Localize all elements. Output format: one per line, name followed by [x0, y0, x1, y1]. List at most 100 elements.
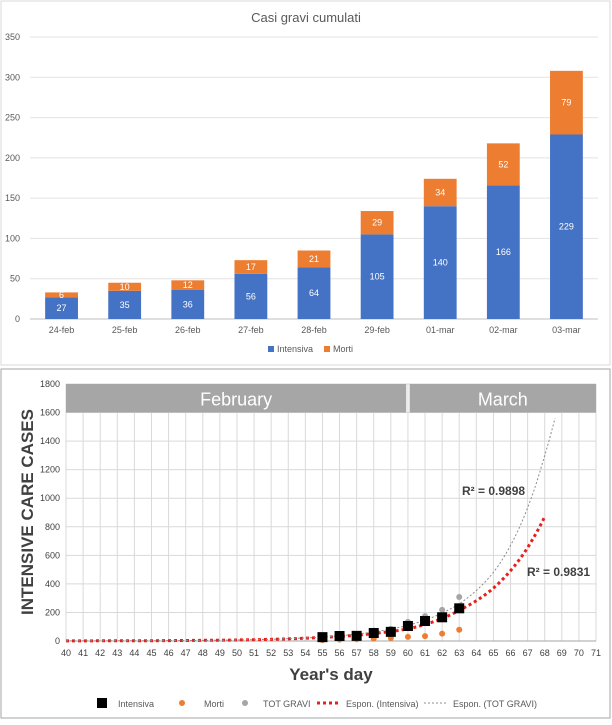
x-tick-label: 58	[369, 648, 379, 658]
legend-label: Morti	[204, 699, 224, 709]
x-tick-label: 28-feb	[301, 325, 327, 335]
x-tick-label: 24-feb	[49, 325, 75, 335]
x-tick-label: 69	[557, 648, 567, 658]
scatter-chart-legend: Intensiva Morti TOT GRAVI Espon. (Intensiva…	[97, 698, 537, 709]
x-tick-label: 52	[266, 648, 276, 658]
y-tick-label: 100	[5, 233, 20, 243]
bar-segment-morti	[423, 178, 457, 207]
x-tick-label: 27-feb	[238, 325, 264, 335]
bar-data-label: 140	[433, 258, 448, 268]
y-tick-label: 0	[15, 314, 20, 324]
bar-data-label: 105	[370, 272, 385, 282]
y-tick-label: 1200	[40, 465, 60, 475]
bar-data-label: 10	[120, 282, 130, 292]
point-tot-gravi	[456, 594, 463, 601]
bar-data-label: 36	[183, 299, 193, 309]
scatter-chart-x-axis-label: Year's day	[289, 665, 373, 684]
bar-data-label: 29	[372, 218, 382, 228]
x-tick-label: 63	[454, 648, 464, 658]
bar-data-label: 56	[246, 291, 256, 301]
x-tick-label: 01-mar	[426, 325, 455, 335]
x-tick-label: 43	[112, 648, 122, 658]
x-tick-label: 53	[283, 648, 293, 658]
bar-segment-morti	[297, 250, 331, 268]
bar-segment-intensiva	[234, 273, 268, 319]
point-morti	[456, 626, 463, 633]
bar-segment-morti	[108, 282, 142, 291]
bar-segment-morti	[550, 70, 583, 135]
y-tick-label: 1000	[40, 493, 60, 503]
bar-data-label: 79	[561, 98, 571, 108]
point-morti	[404, 633, 411, 640]
point-morti	[439, 630, 446, 637]
x-tick-label: 56	[335, 648, 345, 658]
y-tick-label: 1600	[40, 408, 60, 418]
bar-chart-title: Casi gravi cumulati	[251, 10, 361, 25]
point-intensiva	[454, 603, 465, 614]
y-tick-label: 150	[5, 193, 20, 203]
scatter-chart-r2-labels: R² = 0.9898 R² = 0.9831	[462, 484, 590, 579]
x-tick-label: 67	[523, 648, 533, 658]
x-tick-label: 47	[181, 648, 191, 658]
point-intensiva	[351, 630, 362, 641]
x-tick-label: 02-mar	[489, 325, 518, 335]
x-tick-label: 66	[506, 648, 516, 658]
y-tick-label: 1800	[40, 379, 60, 389]
point-intensiva	[368, 628, 379, 639]
y-tick-label: 50	[10, 274, 20, 284]
x-tick-label: 61	[420, 648, 430, 658]
legend-label: Morti	[333, 344, 353, 354]
bar-segment-morti	[486, 143, 520, 186]
scatter-chart-month-bands: February March	[66, 384, 596, 413]
y-tick-label: 600	[45, 550, 60, 560]
scatter-chart-y-axis-label: INTENSIVE CARE CASES	[18, 409, 37, 615]
bar-segment-morti	[45, 292, 78, 298]
y-tick-label: 200	[5, 153, 20, 163]
legend-label: Intensiva	[118, 699, 154, 709]
x-tick-label: 62	[437, 648, 447, 658]
x-tick-label: 68	[540, 648, 550, 658]
bar-chart-bars: 27 6 35 10 36 12 56 17 64 21 105 29 140 34 166 52 229 79	[45, 70, 583, 319]
bar-data-label: 34	[435, 188, 445, 198]
x-tick-label: 46	[164, 648, 174, 658]
month-band	[66, 384, 407, 413]
legend-label: Intensiva	[277, 344, 313, 354]
bar-data-label: 17	[246, 262, 256, 272]
x-tick-label: 48	[198, 648, 208, 658]
point-intensiva	[385, 626, 396, 637]
x-tick-label: 44	[129, 648, 139, 658]
month-band-label: March	[478, 389, 528, 409]
bar-segment-intensiva	[486, 185, 520, 319]
x-tick-label: 57	[352, 648, 362, 658]
scatter-chart-trendlines	[66, 418, 556, 643]
point-tot-gravi	[439, 606, 446, 613]
y-tick-label: 400	[45, 579, 60, 589]
x-tick-label: 26-feb	[175, 325, 201, 335]
x-tick-label: 59	[386, 648, 396, 658]
legend-label: Espon. (Intensiva)	[346, 699, 419, 709]
x-tick-label: 29-feb	[364, 325, 390, 335]
x-tick-label: 40	[61, 648, 71, 658]
point-intensiva	[437, 612, 448, 623]
x-tick-label: 65	[488, 648, 498, 658]
month-band-label: February	[200, 389, 272, 409]
legend-label: Espon. (TOT GRAVI)	[453, 699, 537, 709]
legend-swatch	[324, 346, 330, 352]
bar-segment-intensiva	[360, 234, 394, 319]
r2-label-intensiva: R² = 0.9831	[527, 565, 590, 579]
bar-chart-x-ticks: 24-feb 25-feb 26-feb 27-feb 28-feb 29-feb 01-m…	[49, 325, 581, 335]
month-band	[409, 384, 596, 413]
bar-data-label: 27	[57, 303, 67, 313]
x-tick-label: 70	[574, 648, 584, 658]
bar-segment-intensiva	[297, 267, 331, 319]
x-tick-label: 55	[317, 648, 327, 658]
bar-data-label: 35	[120, 300, 130, 310]
x-tick-label: 03-mar	[552, 325, 581, 335]
bar-segment-morti	[360, 211, 394, 235]
point-morti	[422, 633, 429, 640]
bar-segment-morti	[234, 260, 268, 274]
bar-data-label: 6	[59, 290, 64, 300]
point-intensiva	[317, 632, 328, 643]
